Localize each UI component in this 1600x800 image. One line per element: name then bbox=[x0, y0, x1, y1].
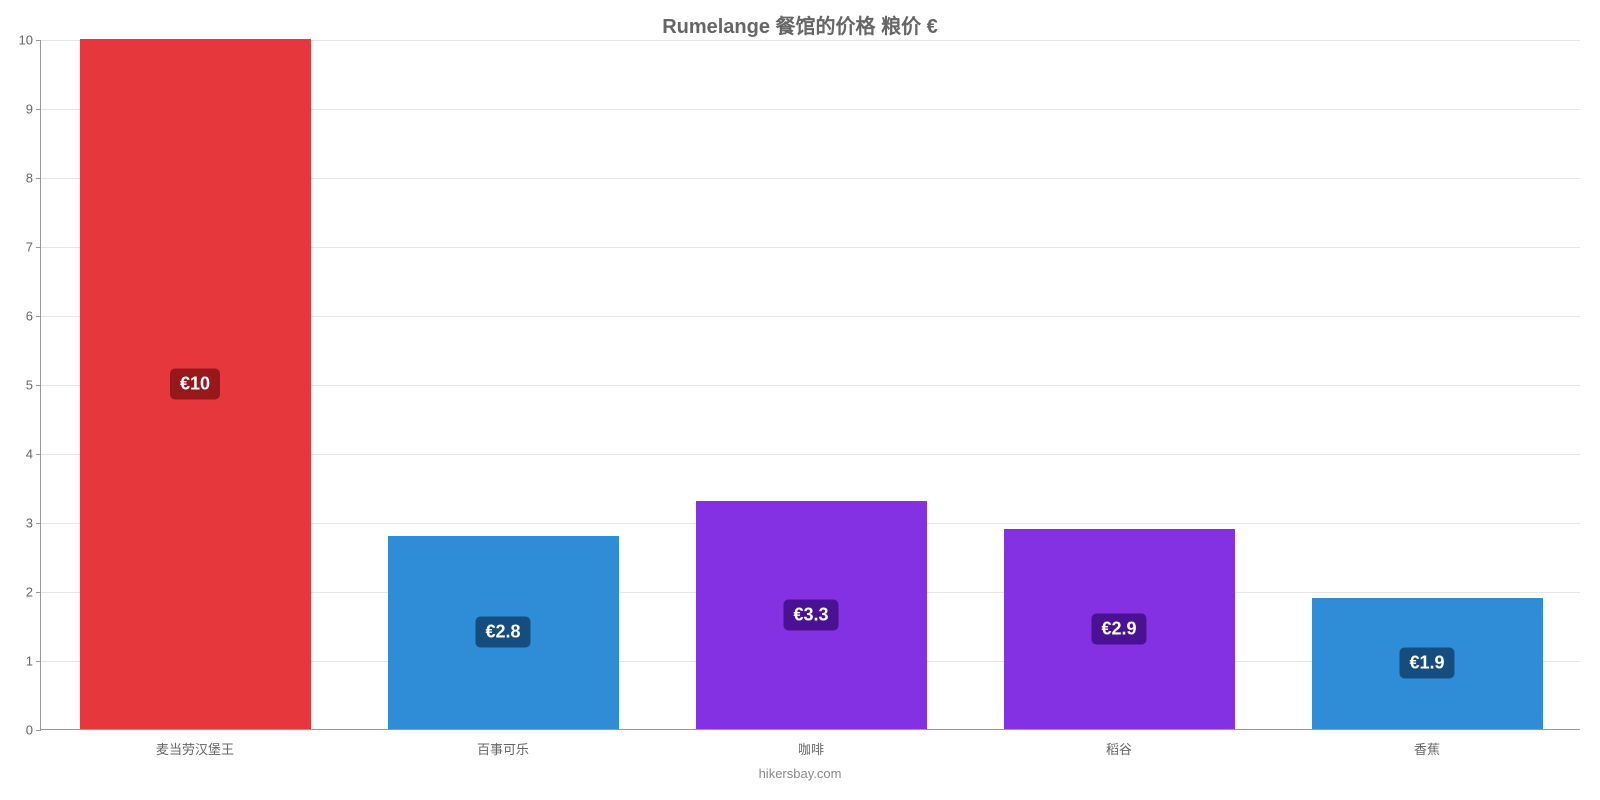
xtick-label: 百事可乐 bbox=[477, 729, 529, 758]
bar: €10 bbox=[80, 39, 311, 729]
ytick-label: 10 bbox=[19, 33, 41, 48]
bar-value-badge: €1.9 bbox=[1399, 648, 1454, 679]
ytick-label: 8 bbox=[26, 171, 41, 186]
bar-value-badge: €10 bbox=[170, 369, 220, 400]
ytick-label: 1 bbox=[26, 654, 41, 669]
bar: €2.9 bbox=[1004, 529, 1235, 729]
bar: €3.3 bbox=[696, 501, 927, 729]
ytick-label: 2 bbox=[26, 585, 41, 600]
ytick-label: 3 bbox=[26, 516, 41, 531]
ytick-label: 7 bbox=[26, 240, 41, 255]
bar: €1.9 bbox=[1312, 598, 1543, 729]
ytick-label: 5 bbox=[26, 378, 41, 393]
bar-value-badge: €2.9 bbox=[1091, 613, 1146, 644]
ytick-label: 4 bbox=[26, 447, 41, 462]
price-bar-chart: Rumelange 餐馆的价格 粮价 € 012345678910€10麦当劳汉… bbox=[0, 0, 1600, 800]
chart-title: Rumelange 餐馆的价格 粮价 € bbox=[0, 10, 1600, 39]
ytick-label: 6 bbox=[26, 309, 41, 324]
xtick-label: 香蕉 bbox=[1414, 729, 1440, 758]
ytick-label: 0 bbox=[26, 723, 41, 738]
xtick-label: 稻谷 bbox=[1106, 729, 1132, 758]
source-label: hikersbay.com bbox=[0, 766, 1600, 781]
bar-value-badge: €2.8 bbox=[475, 617, 530, 648]
xtick-label: 麦当劳汉堡王 bbox=[156, 729, 234, 758]
plot-area: 012345678910€10麦当劳汉堡王€2.8百事可乐€3.3咖啡€2.9稻… bbox=[40, 40, 1580, 730]
bar-value-badge: €3.3 bbox=[783, 600, 838, 631]
ytick-label: 9 bbox=[26, 102, 41, 117]
bar: €2.8 bbox=[388, 536, 619, 729]
xtick-label: 咖啡 bbox=[798, 729, 824, 758]
